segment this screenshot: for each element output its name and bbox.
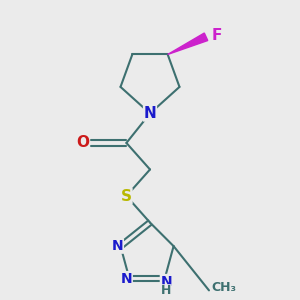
Text: O: O [76,135,89,150]
Text: N: N [144,106,156,121]
Text: F: F [211,28,221,43]
Text: N: N [121,272,132,286]
Text: N: N [160,274,172,289]
Text: S: S [121,188,132,203]
Polygon shape [168,33,208,55]
Text: H: H [161,284,171,298]
Text: N: N [112,239,123,253]
Text: CH₃: CH₃ [211,281,236,294]
